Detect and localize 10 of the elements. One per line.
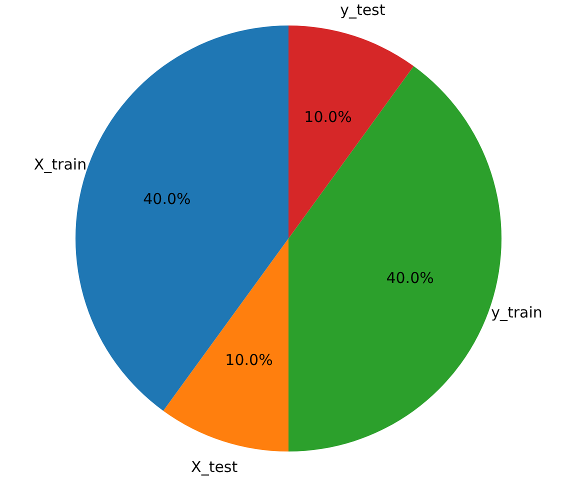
slice-label: X_test	[191, 458, 238, 476]
slice-label: y_train	[491, 304, 542, 322]
pie-slice	[163, 238, 288, 452]
slice-label: y_test	[340, 1, 386, 20]
slice-label: X_train	[34, 155, 87, 174]
pie-slice	[288, 26, 414, 238]
data-label: 10.0%	[304, 108, 352, 126]
data-label: 40.0%	[386, 268, 434, 287]
data-label: 40.0%	[143, 190, 191, 208]
data-label: 10.0%	[225, 351, 273, 370]
